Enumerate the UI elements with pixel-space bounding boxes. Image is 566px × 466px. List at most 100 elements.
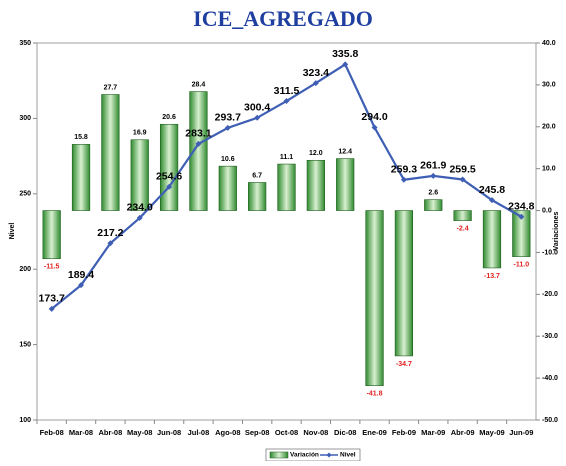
line-marker — [78, 282, 85, 289]
line-value-label: 311.5 — [274, 85, 300, 97]
x-tick-label: Nov-08 — [303, 428, 328, 437]
plot-area — [36, 42, 537, 421]
line-value-label: 234.8 — [508, 201, 534, 213]
line-value-label: 294.0 — [361, 111, 387, 123]
legend-swatch — [269, 451, 289, 459]
line-value-label: 261.9 — [420, 160, 446, 172]
y-axis-title: Nivel — [9, 223, 16, 240]
y2-tick-label: 20.0 — [542, 124, 556, 131]
line-marker — [136, 214, 143, 221]
x-tick-label: Feb-08 — [40, 428, 64, 437]
bar — [365, 210, 384, 386]
line-marker — [195, 140, 202, 147]
y-tick-label: 100 — [19, 417, 31, 424]
y2-tick-label: -40.0 — [542, 375, 558, 382]
x-tick-label: Jun-09 — [509, 428, 533, 437]
line-marker — [518, 213, 525, 220]
x-tick-label: May-09 — [479, 428, 504, 437]
bar — [248, 182, 267, 211]
bar-value-label: 2.6 — [428, 190, 438, 197]
bar-value-label: 12.4 — [338, 148, 352, 155]
y2-tick-label: 40.0 — [542, 40, 556, 47]
line-marker — [107, 240, 114, 247]
bar-value-label: -11.5 — [44, 264, 60, 271]
y2-axis-title: Variaciones — [553, 211, 560, 250]
bar-value-label: 10.6 — [221, 156, 235, 163]
x-tick-label: Jun-08 — [157, 428, 181, 437]
line-value-label: 283.1 — [185, 128, 211, 140]
bar — [453, 210, 472, 221]
line-value-label: 245.8 — [479, 184, 505, 196]
bar-value-label: 20.6 — [162, 114, 176, 121]
y-tick-label: 150 — [19, 341, 31, 348]
bar — [42, 210, 61, 260]
bar — [306, 159, 325, 211]
y-tick-label: 200 — [19, 266, 31, 273]
line-marker — [224, 124, 231, 131]
bar-value-label: 27.7 — [104, 84, 118, 91]
legend-label: Nivel — [340, 452, 356, 459]
bar — [189, 91, 208, 211]
x-tick-label: Ene-09 — [362, 428, 387, 437]
line-value-label: 173.7 — [39, 293, 65, 305]
line-value-label: 189.4 — [68, 269, 94, 281]
bar-value-label: -41.8 — [367, 390, 383, 397]
line-marker — [488, 197, 495, 204]
line-value-label: 335.8 — [332, 48, 358, 60]
line-marker — [312, 80, 319, 87]
x-tick-label: Ago-08 — [215, 428, 240, 437]
line-marker — [430, 172, 437, 179]
line-marker — [400, 176, 407, 183]
bar-value-label: 15.8 — [74, 134, 88, 141]
bar-value-label: 11.1 — [280, 154, 293, 161]
bar — [336, 158, 355, 211]
line-value-label: 217.2 — [97, 227, 123, 239]
bar — [101, 94, 120, 211]
y2-tick-label: -50.0 — [542, 417, 558, 424]
line-value-label: 293.7 — [215, 112, 241, 124]
bar-value-label: 28.4 — [192, 81, 206, 88]
bar-value-label: 16.9 — [133, 130, 147, 137]
legend-marker — [326, 452, 332, 458]
y-tick-label: 300 — [19, 115, 31, 122]
bar — [394, 210, 414, 357]
line-value-label: 323.4 — [303, 67, 329, 79]
line-marker — [166, 183, 173, 190]
y2-tick-label: 10.0 — [542, 166, 556, 173]
bar-value-label: -11.0 — [514, 261, 530, 268]
y2-tick-label: -20.0 — [542, 291, 558, 298]
line-value-label: 254.6 — [156, 171, 182, 183]
legend-label: Variación — [290, 452, 319, 459]
bar — [218, 165, 237, 211]
x-tick-label: Jul-08 — [188, 428, 210, 437]
bar-value-label: -13.7 — [484, 273, 500, 280]
line-marker — [283, 98, 290, 105]
line-marker — [254, 114, 261, 121]
x-tick-label: Dic-08 — [334, 428, 357, 437]
x-tick-label: Mar-09 — [421, 428, 445, 437]
bar-value-label: 12.0 — [309, 150, 323, 157]
x-tick-label: Abr-09 — [451, 428, 475, 437]
bar — [482, 210, 502, 269]
x-tick-label: Feb-09 — [392, 428, 416, 437]
bar — [130, 139, 149, 211]
x-tick-label: May-08 — [127, 428, 152, 437]
y2-tick-label: 30.0 — [542, 82, 556, 89]
y-tick-label: 250 — [19, 191, 31, 198]
y2-tick-label: 0.0 — [542, 207, 552, 214]
bar-value-label: -2.4 — [457, 225, 469, 232]
line-marker — [342, 61, 349, 68]
line-value-label: 259.5 — [449, 163, 475, 175]
line-value-label: 234.0 — [127, 202, 153, 214]
bar — [424, 199, 443, 211]
x-tick-label: Mar-08 — [69, 428, 93, 437]
line-marker — [371, 124, 378, 131]
bar — [512, 210, 531, 257]
x-tick-label: Oct-08 — [275, 428, 298, 437]
line-value-label: 259.3 — [391, 164, 417, 176]
bar — [71, 144, 91, 211]
y-tick-label: 350 — [19, 40, 31, 47]
line-marker — [48, 305, 55, 312]
bar-value-label: -34.7 — [396, 361, 412, 368]
